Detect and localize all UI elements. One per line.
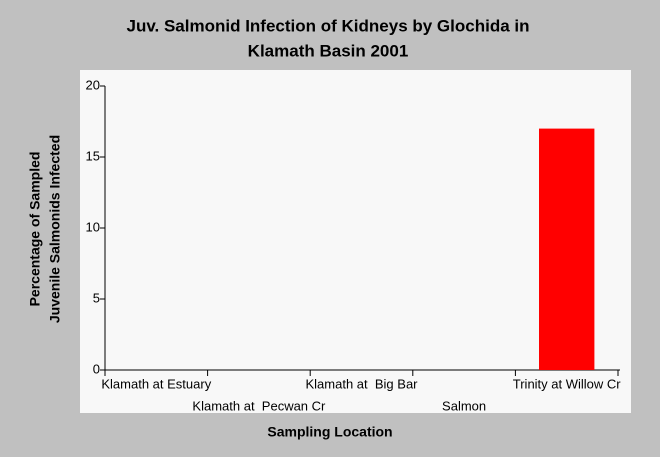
x-tick-label: Trinity at Willow Cr: [513, 376, 622, 391]
y-tick-label: 5: [93, 290, 100, 305]
y-tick-label: 0: [93, 361, 100, 376]
x-tick-label: Salmon: [442, 398, 486, 413]
y-axis-title: Percentage of Sampled: [27, 152, 43, 307]
y-axis-title: Juvenile Salmonids Infected: [47, 135, 63, 323]
y-tick-label: 20: [86, 77, 100, 92]
y-tick-label: 15: [86, 148, 100, 163]
x-tick-label: Klamath at Big Bar: [306, 376, 419, 391]
x-tick-label: Klamath at Estuary: [101, 376, 211, 391]
bar: [538, 128, 595, 370]
x-axis-title: Sampling Location: [267, 424, 392, 440]
y-tick-label: 10: [86, 219, 100, 234]
x-tick-label: Klamath at Pecwan Cr: [192, 398, 326, 413]
chart-title: Klamath Basin 2001: [248, 41, 409, 60]
chart-title: Juv. Salmonid Infection of Kidneys by Gl…: [126, 16, 529, 35]
